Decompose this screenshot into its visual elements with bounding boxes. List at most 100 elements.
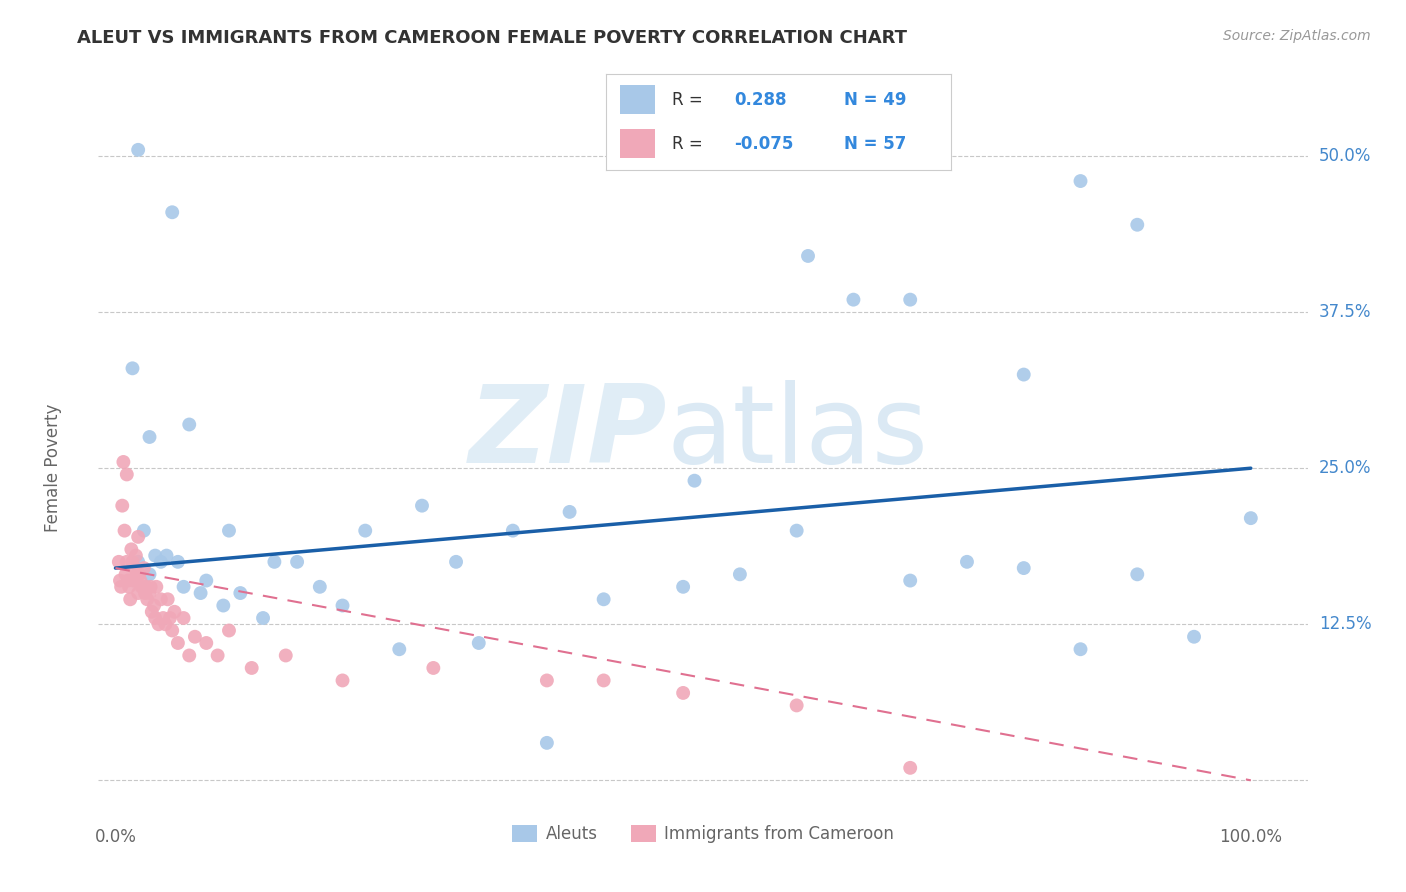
Point [143,549,166,563]
Point [388,642,411,657]
Point [786,698,808,713]
Point [167,636,190,650]
Point [156,592,179,607]
Point [120,592,142,607]
Point [1126,218,1149,232]
Text: 12.5%: 12.5% [1319,615,1372,633]
Point [956,555,979,569]
Point [108,555,131,569]
Point [422,661,444,675]
Point [128,567,150,582]
Text: atlas: atlas [666,380,929,485]
Point [124,561,146,575]
Point [898,293,921,307]
Text: 50.0%: 50.0% [1319,147,1371,165]
Point [108,574,131,588]
Point [536,673,558,688]
Point [111,499,134,513]
Point [592,592,614,607]
Point [160,624,183,638]
Point [179,417,201,432]
Point [115,555,138,569]
Point [121,555,143,569]
Point [683,474,706,488]
Point [136,592,159,607]
Point [127,143,149,157]
Point [132,524,155,538]
Point [155,617,177,632]
Point [110,580,132,594]
Point [139,580,162,594]
Point [354,524,377,538]
Point [797,249,820,263]
Point [212,599,235,613]
Point [411,499,433,513]
Point [143,599,166,613]
Point [285,555,308,569]
Point [1069,174,1091,188]
Point [173,580,195,594]
Text: 100.0%: 100.0% [1219,828,1282,846]
Text: 25.0%: 25.0% [1319,459,1371,477]
Point [672,580,695,594]
Point [138,586,160,600]
Text: Source: ZipAtlas.com: Source: ZipAtlas.com [1223,29,1371,43]
Text: 0.0%: 0.0% [94,828,136,846]
Point [120,542,142,557]
Point [207,648,229,663]
Point [179,648,201,663]
Point [127,555,149,569]
Point [112,455,135,469]
Point [195,574,218,588]
Point [167,555,190,569]
Text: 37.5%: 37.5% [1319,303,1371,321]
Point [263,555,285,569]
Point [728,567,751,582]
Point [155,549,177,563]
Point [148,617,170,632]
Point [125,567,148,582]
Text: ALEUT VS IMMIGRANTS FROM CAMEROON FEMALE POVERTY CORRELATION CHART: ALEUT VS IMMIGRANTS FROM CAMEROON FEMALE… [77,29,907,46]
Point [229,586,252,600]
Point [125,549,148,563]
Legend: Aleuts, Immigrants from Cameroon: Aleuts, Immigrants from Cameroon [505,819,901,850]
Point [163,605,186,619]
Point [898,761,921,775]
Point [1182,630,1205,644]
Text: ZIP: ZIP [468,380,666,485]
Point [1240,511,1263,525]
Point [218,524,240,538]
Point [468,636,491,650]
Point [252,611,274,625]
Point [1012,368,1035,382]
Point [536,736,558,750]
Point [127,586,149,600]
Point [132,561,155,575]
Point [898,574,921,588]
Point [558,505,581,519]
Point [127,530,149,544]
Point [672,686,695,700]
Point [152,611,174,625]
Point [159,611,181,625]
Point [332,673,354,688]
Point [149,592,172,607]
Point [117,574,139,588]
Point [195,636,218,650]
Point [240,661,263,675]
Point [786,524,808,538]
Point [141,605,163,619]
Point [274,648,297,663]
Point [129,574,152,588]
Point [502,524,524,538]
Point [160,205,183,219]
Point [444,555,467,569]
Point [121,361,143,376]
Point [114,524,136,538]
Point [1126,567,1149,582]
Point [138,567,160,582]
Point [114,567,136,582]
Point [592,673,614,688]
Point [190,586,212,600]
Point [145,580,167,594]
